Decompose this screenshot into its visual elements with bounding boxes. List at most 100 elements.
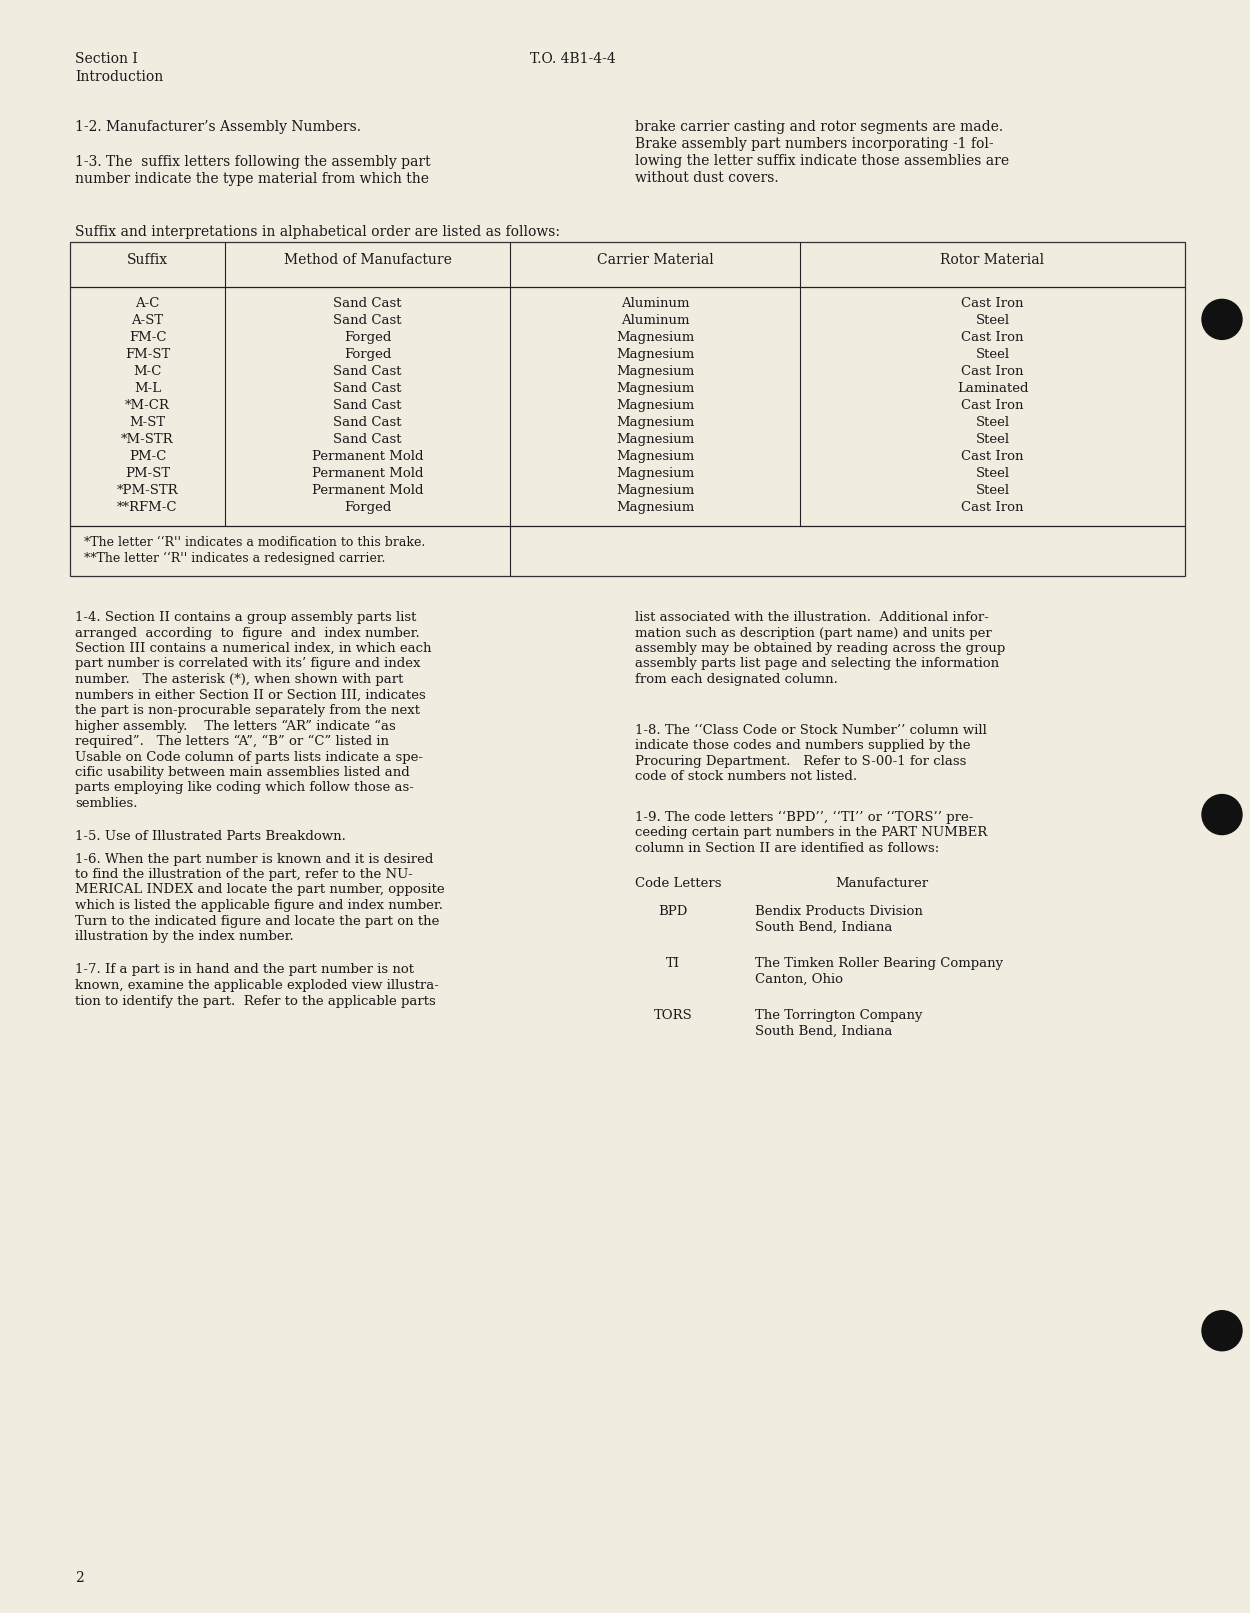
Text: Steel: Steel: [975, 484, 1010, 497]
Text: Section III contains a numerical index, in which each: Section III contains a numerical index, …: [75, 642, 431, 655]
Text: mation such as description (part name) and units per: mation such as description (part name) a…: [635, 626, 991, 639]
Text: Magnesium: Magnesium: [616, 348, 694, 361]
Text: Code Letters: Code Letters: [635, 877, 721, 890]
Circle shape: [1202, 1311, 1242, 1350]
Text: Cast Iron: Cast Iron: [961, 365, 1024, 377]
Text: Sand Cast: Sand Cast: [334, 432, 401, 447]
Text: Sand Cast: Sand Cast: [334, 297, 401, 310]
Text: from each designated column.: from each designated column.: [635, 673, 838, 686]
Text: PM-C: PM-C: [129, 450, 166, 463]
Circle shape: [1202, 795, 1242, 834]
Text: code of stock numbers not listed.: code of stock numbers not listed.: [635, 769, 858, 782]
Text: lowing the letter suffix indicate those assemblies are: lowing the letter suffix indicate those …: [635, 153, 1009, 168]
Text: indicate those codes and numbers supplied by the: indicate those codes and numbers supplie…: [635, 739, 970, 752]
Text: *M-CR: *M-CR: [125, 398, 170, 411]
Text: Sand Cast: Sand Cast: [334, 416, 401, 429]
Text: The Timken Roller Bearing Company: The Timken Roller Bearing Company: [755, 957, 1003, 969]
Text: *The letter ‘‘R'' indicates a modification to this brake.: *The letter ‘‘R'' indicates a modificati…: [84, 536, 425, 548]
Text: number.   The asterisk (*), when shown with part: number. The asterisk (*), when shown wit…: [75, 673, 404, 686]
Text: Cast Iron: Cast Iron: [961, 450, 1024, 463]
Text: number indicate the type material from which the: number indicate the type material from w…: [75, 173, 429, 185]
Text: Sand Cast: Sand Cast: [334, 398, 401, 411]
Text: *PM-STR: *PM-STR: [116, 484, 179, 497]
Text: 1-5. Use of Illustrated Parts Breakdown.: 1-5. Use of Illustrated Parts Breakdown.: [75, 831, 346, 844]
Text: Sand Cast: Sand Cast: [334, 382, 401, 395]
Text: list associated with the illustration.  Additional infor-: list associated with the illustration. A…: [635, 611, 989, 624]
Text: cific usability between main assemblies listed and: cific usability between main assemblies …: [75, 766, 410, 779]
Text: *M-STR: *M-STR: [121, 432, 174, 447]
Text: BPD: BPD: [659, 905, 688, 918]
Text: Cast Iron: Cast Iron: [961, 331, 1024, 344]
Text: arranged  according  to  figure  and  index number.: arranged according to figure and index n…: [75, 626, 420, 639]
Text: Magnesium: Magnesium: [616, 382, 694, 395]
Text: assembly parts list page and selecting the information: assembly parts list page and selecting t…: [635, 658, 999, 671]
Text: Magnesium: Magnesium: [616, 432, 694, 447]
Text: 1-4. Section II contains a group assembly parts list: 1-4. Section II contains a group assembl…: [75, 611, 416, 624]
Text: Suffix and interpretations in alphabetical order are listed as follows:: Suffix and interpretations in alphabetic…: [75, 224, 560, 239]
Text: Cast Iron: Cast Iron: [961, 502, 1024, 515]
Text: Brake assembly part numbers incorporating -1 fol-: Brake assembly part numbers incorporatin…: [635, 137, 994, 152]
Text: Magnesium: Magnesium: [616, 502, 694, 515]
Text: The Torrington Company: The Torrington Company: [755, 1010, 922, 1023]
Text: required”.   The letters “A”, “B” or “C” listed in: required”. The letters “A”, “B” or “C” l…: [75, 736, 389, 748]
Text: M-L: M-L: [134, 382, 161, 395]
Text: to find the illustration of the part, refer to the NU-: to find the illustration of the part, re…: [75, 868, 412, 881]
Text: known, examine the applicable exploded view illustra-: known, examine the applicable exploded v…: [75, 979, 439, 992]
Text: Suffix: Suffix: [127, 253, 168, 268]
Text: PM-ST: PM-ST: [125, 468, 170, 481]
Text: Forged: Forged: [344, 348, 391, 361]
Text: T.O. 4B1-4-4: T.O. 4B1-4-4: [530, 52, 616, 66]
Text: **The letter ‘‘R'' indicates a redesigned carrier.: **The letter ‘‘R'' indicates a redesigne…: [84, 552, 385, 565]
Text: 1-7. If a part is in hand and the part number is not: 1-7. If a part is in hand and the part n…: [75, 963, 414, 976]
Text: higher assembly.    The letters “AR” indicate “as: higher assembly. The letters “AR” indica…: [75, 719, 396, 732]
Text: assembly may be obtained by reading across the group: assembly may be obtained by reading acro…: [635, 642, 1005, 655]
Text: Permanent Mold: Permanent Mold: [311, 468, 424, 481]
Text: Laminated: Laminated: [956, 382, 1029, 395]
Text: Permanent Mold: Permanent Mold: [311, 450, 424, 463]
Text: Usable on Code column of parts lists indicate a spe-: Usable on Code column of parts lists ind…: [75, 750, 423, 763]
Text: Cast Iron: Cast Iron: [961, 398, 1024, 411]
Text: semblies.: semblies.: [75, 797, 138, 810]
Text: Sand Cast: Sand Cast: [334, 315, 401, 327]
Text: Method of Manufacture: Method of Manufacture: [284, 253, 451, 268]
Text: Section I: Section I: [75, 52, 138, 66]
Text: MERICAL INDEX and locate the part number, opposite: MERICAL INDEX and locate the part number…: [75, 884, 445, 897]
Text: parts employing like coding which follow those as-: parts employing like coding which follow…: [75, 782, 414, 795]
Text: Sand Cast: Sand Cast: [334, 365, 401, 377]
Text: Magnesium: Magnesium: [616, 468, 694, 481]
Bar: [70, 242, 1185, 576]
Text: Steel: Steel: [975, 315, 1010, 327]
Text: 1-6. When the part number is known and it is desired: 1-6. When the part number is known and i…: [75, 853, 434, 866]
Text: Manufacturer: Manufacturer: [835, 877, 928, 890]
Text: Magnesium: Magnesium: [616, 484, 694, 497]
Text: 1-9. The code letters ‘‘BPD’’, ‘‘TI’’ or ‘‘TORS’’ pre-: 1-9. The code letters ‘‘BPD’’, ‘‘TI’’ or…: [635, 810, 974, 824]
Text: Bendix Products Division: Bendix Products Division: [755, 905, 922, 918]
Text: Rotor Material: Rotor Material: [940, 253, 1045, 268]
Text: M-ST: M-ST: [130, 416, 165, 429]
Text: Procuring Department.   Refer to S-00-1 for class: Procuring Department. Refer to S-00-1 fo…: [635, 755, 966, 768]
Text: part number is correlated with its’ figure and index: part number is correlated with its’ figu…: [75, 658, 420, 671]
Text: tion to identify the part.  Refer to the applicable parts: tion to identify the part. Refer to the …: [75, 995, 436, 1008]
Text: numbers in either Section II or Section III, indicates: numbers in either Section II or Section …: [75, 689, 426, 702]
Text: M-C: M-C: [134, 365, 161, 377]
Text: Steel: Steel: [975, 468, 1010, 481]
Text: Steel: Steel: [975, 432, 1010, 447]
Text: FM-ST: FM-ST: [125, 348, 170, 361]
Text: 1-8. The ‘‘Class Code or Stock Number’’ column will: 1-8. The ‘‘Class Code or Stock Number’’ …: [635, 724, 988, 737]
Text: Magnesium: Magnesium: [616, 331, 694, 344]
Text: A-C: A-C: [135, 297, 160, 310]
Text: which is listed the applicable figure and index number.: which is listed the applicable figure an…: [75, 898, 442, 911]
Text: Aluminum: Aluminum: [621, 297, 689, 310]
Text: ceeding certain part numbers in the PART NUMBER: ceeding certain part numbers in the PART…: [635, 826, 988, 839]
Text: **RFM-C: **RFM-C: [118, 502, 178, 515]
Text: Turn to the indicated figure and locate the part on the: Turn to the indicated figure and locate …: [75, 915, 440, 927]
Text: 1-3. The  suffix letters following the assembly part: 1-3. The suffix letters following the as…: [75, 155, 430, 169]
Text: A-ST: A-ST: [131, 315, 164, 327]
Text: brake carrier casting and rotor segments are made.: brake carrier casting and rotor segments…: [635, 119, 1002, 134]
Text: Permanent Mold: Permanent Mold: [311, 484, 424, 497]
Text: TI: TI: [666, 957, 680, 969]
Text: Canton, Ohio: Canton, Ohio: [755, 973, 843, 986]
Text: Cast Iron: Cast Iron: [961, 297, 1024, 310]
Text: Magnesium: Magnesium: [616, 365, 694, 377]
Text: the part is non-procurable separately from the next: the part is non-procurable separately fr…: [75, 703, 420, 718]
